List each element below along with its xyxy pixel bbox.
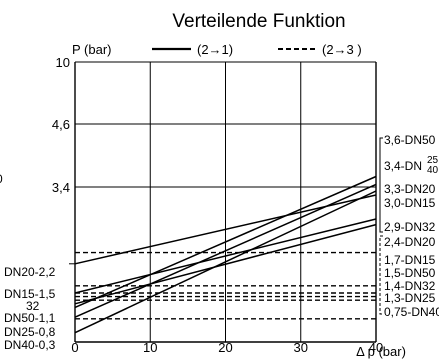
x-axis-label: Δ p (bar)	[356, 344, 406, 359]
left-label: DN40-0,3	[4, 338, 56, 352]
left-edge-mark: 0	[0, 172, 3, 186]
right-label: 3,4-DN	[384, 159, 422, 173]
solid-series-line	[74, 190, 377, 334]
x-tick-label: 30	[294, 340, 308, 355]
left-labels: DN20-2,2 DN15-1,532DN50-1,1DN25-0,8DN40-0…	[4, 265, 56, 352]
right-label: 2,9-DN32	[384, 220, 436, 234]
y-axis-label: P (bar)	[72, 42, 112, 57]
y-tick-label: 4,6	[52, 117, 70, 132]
solid-series-line	[74, 223, 377, 305]
right-label-bracket-dashed	[379, 235, 383, 315]
right-label: 2,4-DN20	[384, 235, 436, 249]
right-label: 0,75-DN40	[384, 305, 439, 319]
legend: (2→1) (2→3 )	[152, 42, 362, 57]
solid-series-line	[74, 218, 377, 294]
right-label: 1,4-DN32	[384, 279, 436, 293]
right-label: 1,5-DN50	[384, 266, 436, 280]
tick-labels: 0 10 20 30 40 10 4,6 3,4	[52, 55, 383, 355]
right-label: 3,3-DN20	[384, 182, 436, 196]
x-tick-label: 0	[71, 340, 78, 355]
y-tick-label: 10	[56, 55, 70, 70]
left-label: DN25-0,8	[4, 325, 56, 339]
right-label: 25	[427, 155, 439, 166]
chart-title: Verteilende Funktion	[172, 11, 345, 32]
right-label: 1,7-DN15	[384, 253, 436, 267]
x-tick-label: 40	[369, 340, 383, 355]
x-tick-label: 20	[218, 340, 232, 355]
series-lines	[74, 175, 377, 334]
legend-solid-label: (2→1)	[197, 42, 233, 57]
x-tick-label: 10	[143, 340, 157, 355]
grid	[69, 61, 377, 343]
legend-dashed-label: (2→3 )	[322, 42, 362, 57]
right-label: 1,3-DN25	[384, 291, 436, 305]
right-label-bracket	[379, 137, 383, 233]
left-label: DN50-1,1	[4, 311, 56, 325]
y-tick-label: 3,4	[52, 180, 70, 195]
right-label: 3,6-DN50	[384, 133, 436, 147]
right-label: 40	[427, 165, 439, 176]
left-label: DN15-1,5	[4, 287, 56, 301]
left-label: 32	[26, 299, 40, 313]
left-label: DN20-2,2	[4, 265, 56, 279]
right-label: 3,0-DN15	[384, 196, 436, 210]
solid-series-line	[74, 183, 377, 318]
